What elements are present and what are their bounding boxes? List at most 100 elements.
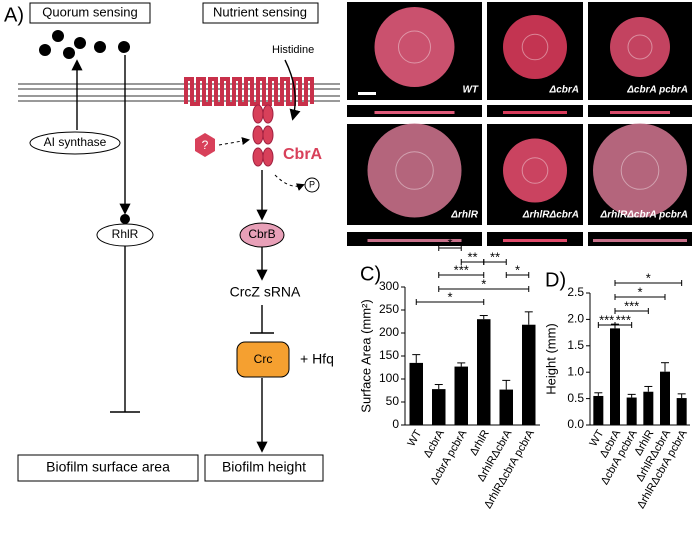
error-bar — [412, 354, 421, 363]
bar — [593, 395, 604, 425]
strain-label: ΔrhlRΔcbrA pcbrA — [599, 210, 688, 221]
panel-label: A) — [4, 4, 24, 26]
colony — [610, 17, 670, 77]
significance-label: * — [447, 289, 452, 304]
side-profile — [367, 239, 462, 242]
significance-label: * — [447, 235, 452, 250]
y-tick-label: 150 — [379, 348, 399, 362]
significance-label: * — [515, 262, 520, 277]
significance-bracket — [614, 308, 649, 314]
significance-label: *** — [599, 312, 614, 327]
strain-label: ΔcbrA — [549, 85, 580, 96]
nutrient-title: Nutrient sensing — [213, 4, 307, 19]
output-height: Biofilm height — [222, 459, 306, 475]
side-profile — [374, 111, 455, 114]
rhlr: RhlR — [112, 227, 139, 241]
phospho: P — [309, 179, 315, 189]
y-tick-label: 0.0 — [567, 417, 584, 431]
significance-label: * — [646, 270, 651, 285]
y-tick-label: 300 — [379, 279, 399, 293]
bar — [499, 389, 513, 425]
significance-bracket — [614, 280, 683, 286]
significance-label: *** — [454, 262, 469, 277]
dot — [94, 41, 106, 53]
arrow — [284, 59, 301, 121]
error-bar — [479, 315, 488, 320]
colony-core — [395, 151, 434, 190]
helix — [252, 104, 264, 124]
significance-label: * — [637, 284, 642, 299]
y-tick-label: 2.5 — [567, 285, 584, 299]
membrane — [18, 83, 340, 102]
helix — [252, 147, 264, 167]
significance-bracket — [483, 259, 507, 265]
significance-label: ** — [490, 249, 500, 264]
significance-bracket — [438, 272, 485, 278]
y-tick-label: 0.5 — [567, 391, 584, 405]
ai-synthase: AI synthase — [44, 135, 107, 149]
y-tick-label: 0 — [392, 417, 399, 431]
colony-core — [620, 151, 660, 190]
helix — [262, 147, 274, 167]
significance-label: ** — [467, 249, 477, 264]
bar — [522, 324, 536, 425]
histidine: Histidine — [272, 44, 314, 56]
node — [236, 341, 290, 378]
error-bar — [502, 379, 511, 390]
error-bar — [627, 393, 636, 398]
error-bar — [594, 392, 603, 396]
helix — [262, 104, 274, 124]
significance-label: * — [481, 276, 486, 291]
panel-label: C) — [360, 263, 381, 285]
y-tick-label: 200 — [379, 325, 399, 339]
node — [29, 131, 121, 155]
y-tick-label: 1.0 — [567, 364, 584, 378]
side-profile — [610, 111, 670, 114]
helix — [252, 125, 264, 145]
panel-label: D) — [545, 269, 566, 291]
significance-bracket — [438, 245, 462, 251]
strain-label: WT — [462, 85, 478, 96]
significance-bracket — [614, 294, 666, 300]
strain-label: ΔrhlRΔcbrA — [522, 210, 579, 221]
dot — [52, 30, 64, 42]
y-axis-label: Height (mm) — [543, 323, 558, 395]
quorum-title: Quorum sensing — [42, 4, 137, 19]
colony-core — [627, 34, 653, 60]
error-bar — [661, 362, 669, 372]
significance-bracket — [438, 286, 530, 292]
side-profile — [593, 239, 687, 242]
y-tick-label: 1.5 — [567, 338, 584, 352]
dot — [63, 47, 75, 59]
bar — [432, 389, 446, 425]
autoinducers — [39, 30, 130, 59]
y-tick-label: 100 — [379, 371, 399, 385]
error-bar — [644, 385, 653, 392]
colony — [593, 123, 687, 218]
significance-label: *** — [616, 312, 631, 327]
box — [29, 2, 151, 24]
significance-bracket — [614, 322, 633, 328]
colony — [374, 7, 455, 87]
transporter — [184, 77, 314, 106]
y-tick-label: 250 — [379, 302, 399, 316]
x-tick-label: WT — [405, 428, 424, 449]
error-bar — [524, 311, 533, 325]
cbra: CbrA — [283, 146, 323, 163]
bar — [477, 319, 491, 425]
error-bar — [677, 393, 686, 399]
unknown-signal — [195, 133, 215, 157]
box — [17, 454, 199, 482]
hfq: + Hfq — [300, 351, 334, 367]
error-bar — [457, 362, 466, 367]
box — [202, 2, 319, 24]
y-tick-label: 50 — [386, 394, 400, 408]
colony-core — [398, 30, 431, 64]
helix — [262, 125, 274, 145]
side-profile — [503, 111, 567, 114]
cbra-shape — [252, 104, 274, 167]
bar — [643, 391, 654, 425]
phospho-circle — [304, 177, 320, 193]
